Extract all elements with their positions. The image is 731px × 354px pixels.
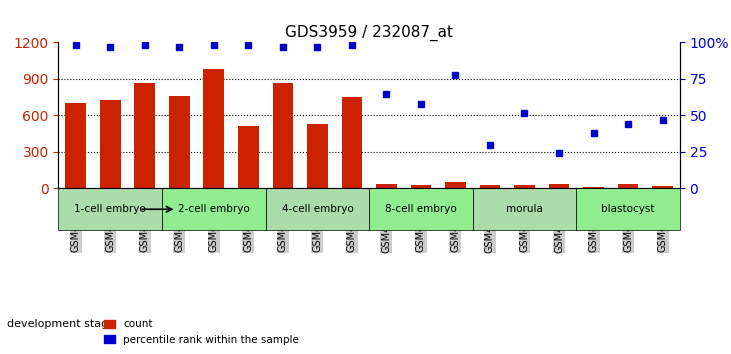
- Text: 2-cell embryo: 2-cell embryo: [178, 204, 250, 214]
- FancyBboxPatch shape: [369, 188, 473, 230]
- FancyBboxPatch shape: [58, 188, 162, 230]
- Bar: [65, 103, 86, 188]
- Bar: [238, 126, 259, 188]
- Bar: [583, 187, 604, 188]
- Bar: [135, 82, 155, 188]
- Text: development stage: development stage: [7, 319, 115, 329]
- Bar: [514, 185, 535, 188]
- Text: 1-cell embryo: 1-cell embryo: [75, 204, 146, 214]
- Title: GDS3959 / 232087_at: GDS3959 / 232087_at: [285, 25, 453, 41]
- FancyBboxPatch shape: [162, 188, 265, 230]
- Bar: [100, 99, 121, 188]
- Text: blastocyst: blastocyst: [602, 204, 655, 214]
- Text: 4-cell embryo: 4-cell embryo: [281, 204, 353, 214]
- FancyBboxPatch shape: [265, 188, 369, 230]
- FancyBboxPatch shape: [576, 188, 680, 230]
- Bar: [169, 96, 189, 188]
- Bar: [376, 184, 397, 188]
- FancyBboxPatch shape: [473, 188, 576, 230]
- Text: morula: morula: [506, 204, 543, 214]
- Legend: count, percentile rank within the sample: count, percentile rank within the sample: [100, 315, 303, 349]
- Text: 8-cell embryo: 8-cell embryo: [385, 204, 457, 214]
- Bar: [445, 182, 466, 188]
- Bar: [203, 69, 224, 188]
- Bar: [273, 82, 293, 188]
- Bar: [480, 185, 500, 188]
- Bar: [411, 185, 431, 188]
- Bar: [652, 186, 673, 188]
- Bar: [618, 183, 638, 188]
- Bar: [549, 184, 569, 188]
- Bar: [307, 124, 327, 188]
- Bar: [341, 97, 363, 188]
